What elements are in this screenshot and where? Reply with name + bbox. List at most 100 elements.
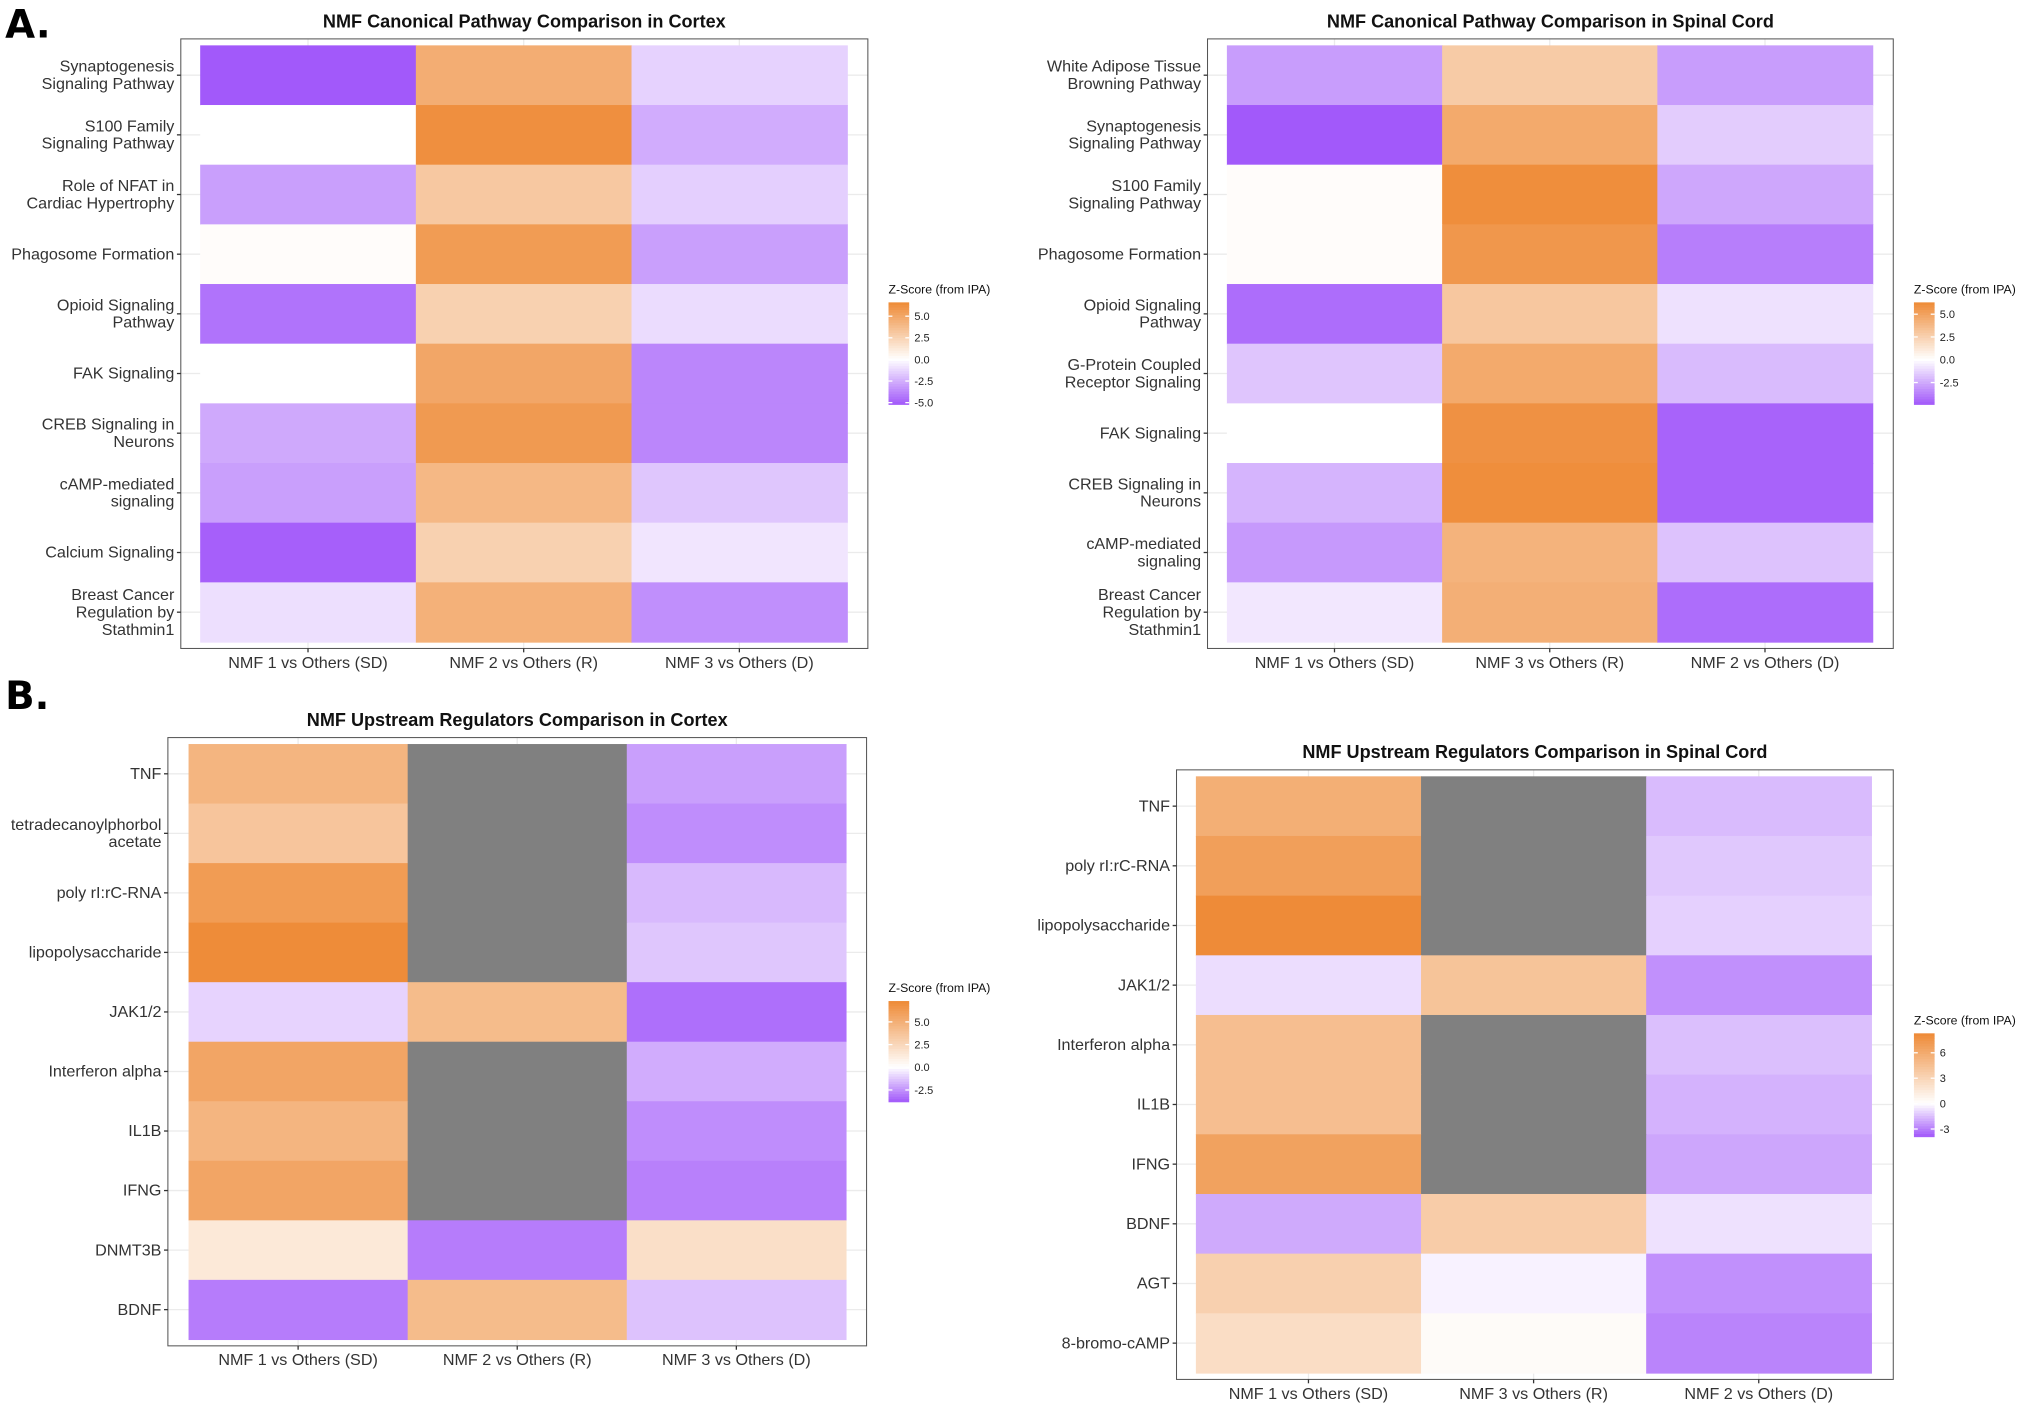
heatmap-cell [200,164,417,225]
y-tick-label: IL1B [1137,1096,1170,1114]
colorbar-segment [1913,1035,1935,1040]
colorbar-segment [1913,1082,1935,1086]
x-tick-label: NMF 1 vs Others (SD) [1255,654,1414,672]
colorbar-segment [1913,1041,1935,1045]
y-tick-label: cAMP-mediated signaling [60,475,175,510]
panel-label-b: B. [5,674,49,719]
y-tick-label: lipopolysaccharide [29,944,162,962]
y-tick-label: TNF [130,765,161,783]
heatmap-cell [1421,1134,1647,1195]
colorbar-segment [888,1079,910,1083]
y-tick-label: JAK1/2 [109,1003,161,1021]
legend-tick-label: 0.0 [914,1062,929,1074]
colorbar-segment [1913,1131,1935,1135]
colorbar-segment [1913,1100,1935,1104]
y-tick-label: FAK Signaling [1100,424,1201,442]
y-tick-label: Breast Cancer Regulation by Stathmin1 [1098,586,1202,639]
heatmap-cell [1421,835,1647,897]
heatmap-cell [1195,1313,1422,1374]
y-tick-label: Interferon alpha [48,1063,161,1081]
heatmap-cell [407,1279,628,1341]
colorbar-segment [888,307,910,311]
colorbar-segment [1913,401,1935,405]
heatmap-cell [1657,582,1874,643]
heatmap-cell [631,45,848,106]
heatmap-cell [631,403,848,464]
colorbar-segment [1913,322,1935,326]
x-tick-label: NMF 2 vs Others (R) [443,1351,592,1369]
colorbar-segment [1913,394,1935,398]
colorbar-segment [1913,1128,1935,1132]
colorbar-segment [1913,1066,1935,1070]
y-tick-label: JAK1/2 [1118,976,1170,994]
heatmap-cell [631,343,848,404]
colorbar-segment [888,381,910,385]
colorbar-segment [888,361,910,365]
y-tick-label: Opioid Signaling Pathway [57,296,175,331]
colorbar-segment [1913,338,1935,342]
colorbar-segment [888,1061,910,1065]
heatmap-cell [626,1041,847,1102]
colorbar-segment [1913,396,1935,400]
colorbar-segment [888,1051,910,1055]
heatmap-cell [1195,1074,1422,1135]
colorbar-segment [888,315,910,319]
chart-title: NMF Upstream Regulators Comparison in Sp… [1302,742,1767,762]
colorbar-segment [888,1041,910,1045]
heatmap-cell [1646,1313,1872,1374]
x-tick-label: NMF 3 vs Others (R) [1475,654,1624,672]
y-tick-label: Breast Cancer Regulation by Stathmin1 [71,586,175,639]
colorbar-segment [1913,1061,1935,1065]
heatmap-cell [200,105,417,166]
heatmap-cell [188,803,409,864]
colorbar-segment [1913,1108,1935,1112]
heatmap-cell [1421,895,1647,956]
heatmap-cell [1442,403,1659,464]
colorbar-legend: Z-Score (from IPA) 5.0 2.5 0.0 -2.5 -5.0 [888,282,990,410]
heatmap-cell [415,164,633,225]
heatmap-cell [626,1279,847,1341]
heatmap-panel-2: NMF Canonical Pathway Comparison in Spin… [1038,11,2016,672]
y-tick-label: Synaptogenesis Signaling Pathway [42,58,176,93]
heatmap-cell [1195,776,1422,837]
y-tick-label: Interferon alpha [1057,1036,1170,1054]
colorbar-segment [1913,383,1935,388]
heatmap-cell [188,744,409,805]
colorbar-segment [888,1043,910,1047]
heatmap-panel-3: NMF Upstream Regulators Comparison in Co… [11,710,991,1369]
colorbar-segment [1913,320,1935,324]
colorbar-segment [888,322,910,326]
heatmap-cell [188,1220,409,1281]
colorbar-segment [1913,335,1935,339]
y-tick-label: Phagosome Formation [1038,245,1201,263]
colorbar-segment [888,1048,910,1052]
y-tick-label: poly rI:rC-RNA [1065,857,1170,875]
heatmap-cell [1421,1313,1647,1374]
colorbar-segment [1913,1069,1935,1073]
colorbar-segment [888,1089,910,1093]
colorbar-segment [1913,1072,1935,1076]
colorbar-segment [888,366,910,370]
colorbar-segment [1913,1048,1935,1052]
colorbar-segment [888,391,910,395]
colorbar-segment [1913,1077,1935,1081]
plot-border [180,38,869,649]
heatmap-cell [1421,1193,1647,1255]
x-tick-label: NMF 1 vs Others (SD) [228,654,387,672]
heatmap-cell [1195,1134,1422,1195]
colorbar-segment [1913,1033,1935,1037]
colorbar-segment [888,1058,910,1062]
colorbar-segment [888,1026,910,1030]
colorbar-segment [1913,353,1935,357]
colorbar-segment [1913,1038,1935,1042]
colorbar-segment [1913,358,1935,362]
heatmap-cell [631,582,848,643]
colorbar-segment [1913,330,1935,334]
heatmap-cell [1226,164,1443,225]
y-tick-label: 8-bromo-cAMP [1062,1334,1170,1352]
legend-tick-label: -2.5 [914,376,933,388]
heatmap-cell [415,224,633,285]
y-tick-label: CREB Signaling in Neurons [42,416,175,451]
x-tick-label: NMF 3 vs Others (D) [662,1351,811,1369]
heatmap-cell [626,1101,847,1162]
